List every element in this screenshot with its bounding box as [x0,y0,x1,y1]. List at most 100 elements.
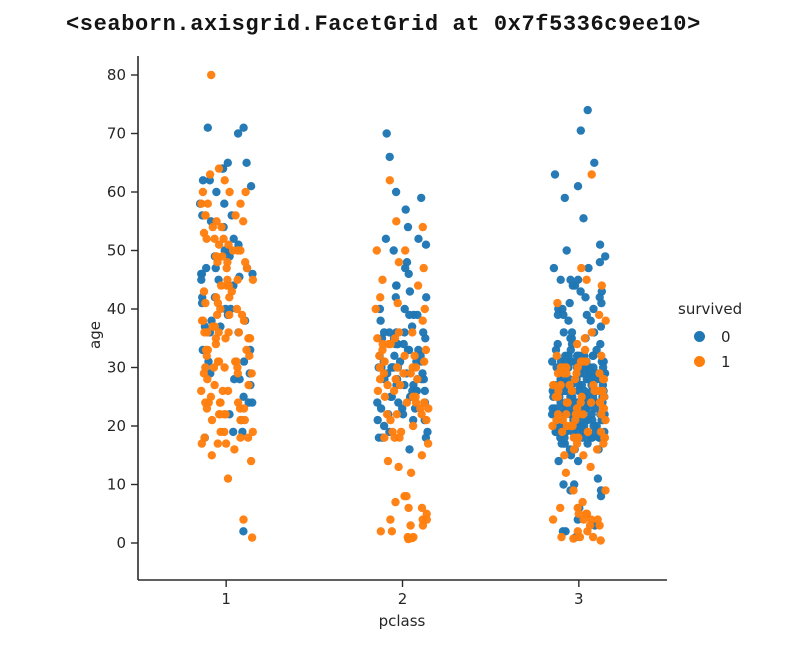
data-point [381,234,391,243]
legend: survived 0 1 [672,300,782,374]
data-point [385,152,394,162]
data-point [247,533,257,542]
data-point [197,199,206,208]
data-point [553,339,562,349]
data-point [567,328,577,337]
data-point [581,293,590,302]
data-point [209,363,219,372]
data-point [422,415,431,425]
data-point [223,474,233,483]
data-point [201,211,210,220]
data-point [236,433,245,442]
data-point [231,211,240,220]
data-point [578,410,588,419]
y-tick-label: 30 [107,359,126,377]
data-point [214,164,224,173]
data-point [557,532,566,542]
data-point [217,222,226,232]
data-point [386,515,395,524]
x-tick-label: 1 [221,590,231,608]
data-point [569,534,578,543]
legend-marker-blue-icon [694,331,705,342]
data-point [418,316,427,325]
data-point [595,240,605,249]
data-point [218,386,227,396]
data-point [395,433,404,442]
data-point [601,252,610,261]
data-point [586,398,596,407]
data-point [560,193,569,203]
data-point [402,258,412,267]
data-point [598,386,607,396]
data-point [552,415,561,425]
data-point [210,380,219,390]
data-point [596,427,606,437]
data-point [548,421,557,431]
data-point [211,339,221,349]
data-point [401,246,410,255]
data-point [248,427,257,437]
data-point [376,527,385,536]
data-point [240,415,249,425]
data-point [246,456,256,466]
data-point [589,380,598,390]
data-point [239,404,249,413]
data-point [585,521,595,530]
data-point [408,363,417,372]
data-point [560,363,569,372]
y-tick-label: 40 [107,300,126,318]
data-point [549,380,558,390]
data-point [210,322,219,331]
data-point [548,515,558,524]
data-point [201,345,211,355]
data-point [378,339,387,349]
data-point [601,415,610,425]
facetgrid-repr-text: <seaborn.axisgrid.FacetGrid at 0x7f5336c… [66,12,701,37]
data-point [211,252,221,261]
data-point [601,486,610,495]
data-point [589,421,598,431]
data-point [220,363,229,372]
data-point [596,339,605,349]
data-point [573,527,582,536]
data-point [214,410,224,419]
data-point [199,287,209,296]
data-point [393,363,402,372]
data-point [577,392,586,401]
data-point [582,310,591,320]
x-tick-label: 3 [574,590,584,608]
data-point [593,474,603,483]
data-point [378,275,387,284]
data-point [379,421,389,431]
data-point [413,281,423,290]
data-point [572,339,582,349]
data-point [201,298,210,308]
data-point [246,182,256,191]
data-point [383,456,393,466]
data-point [392,281,401,290]
data-point [219,234,228,243]
data-point [228,246,238,255]
data-point [373,386,383,396]
data-point [198,316,208,325]
data-point [197,386,206,396]
data-point [413,375,422,384]
data-point [388,427,397,437]
data-point [394,462,403,472]
data-point [558,415,567,425]
data-point [422,509,431,518]
data-point [230,445,239,454]
legend-entry-label: 0 [721,327,731,346]
data-point [569,486,578,495]
data-point [571,410,580,419]
data-point [578,357,587,366]
data-point [409,415,418,425]
data-point [556,380,565,390]
data-point [391,187,401,197]
data-point [400,351,409,360]
data-point [391,375,400,384]
data-point [398,410,408,419]
legend-entry-survived-0: 0 [672,324,782,349]
data-point [595,258,605,267]
